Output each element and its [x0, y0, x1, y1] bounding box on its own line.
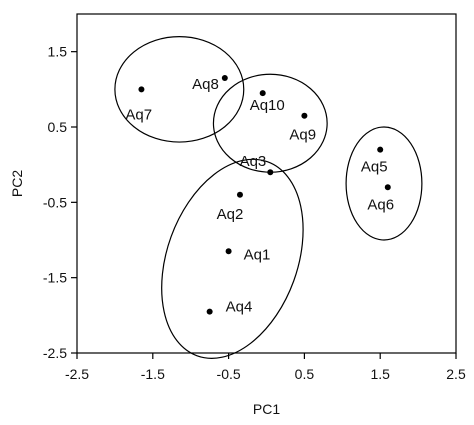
point-label: Aq6	[367, 196, 394, 213]
point-label: Aq10	[250, 97, 285, 114]
x-tick-label: -1.5	[141, 366, 165, 382]
data-point	[138, 86, 145, 93]
point-label: Aq5	[361, 159, 388, 176]
cluster-ellipse	[161, 158, 304, 359]
x-axis-label: PC1	[253, 401, 280, 417]
point-label: Aq8	[192, 76, 219, 93]
y-tick-label: -1.5	[43, 270, 67, 286]
y-tick-label: 1.5	[48, 44, 68, 60]
data-point	[377, 146, 384, 153]
y-tick-label: -2.5	[43, 345, 67, 361]
point-label: Aq7	[125, 106, 152, 123]
point-label: Aq3	[240, 153, 267, 170]
plot-frame	[76, 13, 457, 354]
x-axis-ticks: -2.5 -1.5 -0.5 0.5 1.5 2.5	[65, 353, 466, 382]
point-label: Aq1	[244, 246, 271, 263]
cluster-ellipse	[114, 36, 245, 143]
x-tick-label: -2.5	[65, 366, 89, 382]
data-point	[225, 248, 232, 255]
x-tick-label: 0.5	[295, 366, 315, 382]
point-label: Aq2	[217, 206, 244, 223]
data-point	[267, 169, 274, 176]
cluster-ellipse	[212, 73, 328, 173]
data-point	[221, 75, 228, 82]
x-tick-label: -0.5	[217, 366, 241, 382]
data-point	[301, 112, 308, 119]
y-axis-label: PC2	[9, 170, 25, 197]
point-label: Aq9	[289, 127, 316, 144]
x-tick-label: 1.5	[370, 366, 390, 382]
data-point	[206, 308, 213, 315]
data-point	[259, 90, 266, 97]
x-tick-label: 2.5	[446, 366, 466, 382]
data-point	[384, 184, 391, 191]
point-label: Aq4	[226, 299, 253, 316]
y-axis-ticks: -2.5 -1.5 -0.5 0.5 1.5	[43, 44, 77, 361]
cluster-ellipse	[345, 126, 423, 241]
y-tick-label: 0.5	[48, 119, 68, 135]
y-tick-label: -0.5	[43, 194, 67, 210]
data-point	[236, 191, 243, 198]
